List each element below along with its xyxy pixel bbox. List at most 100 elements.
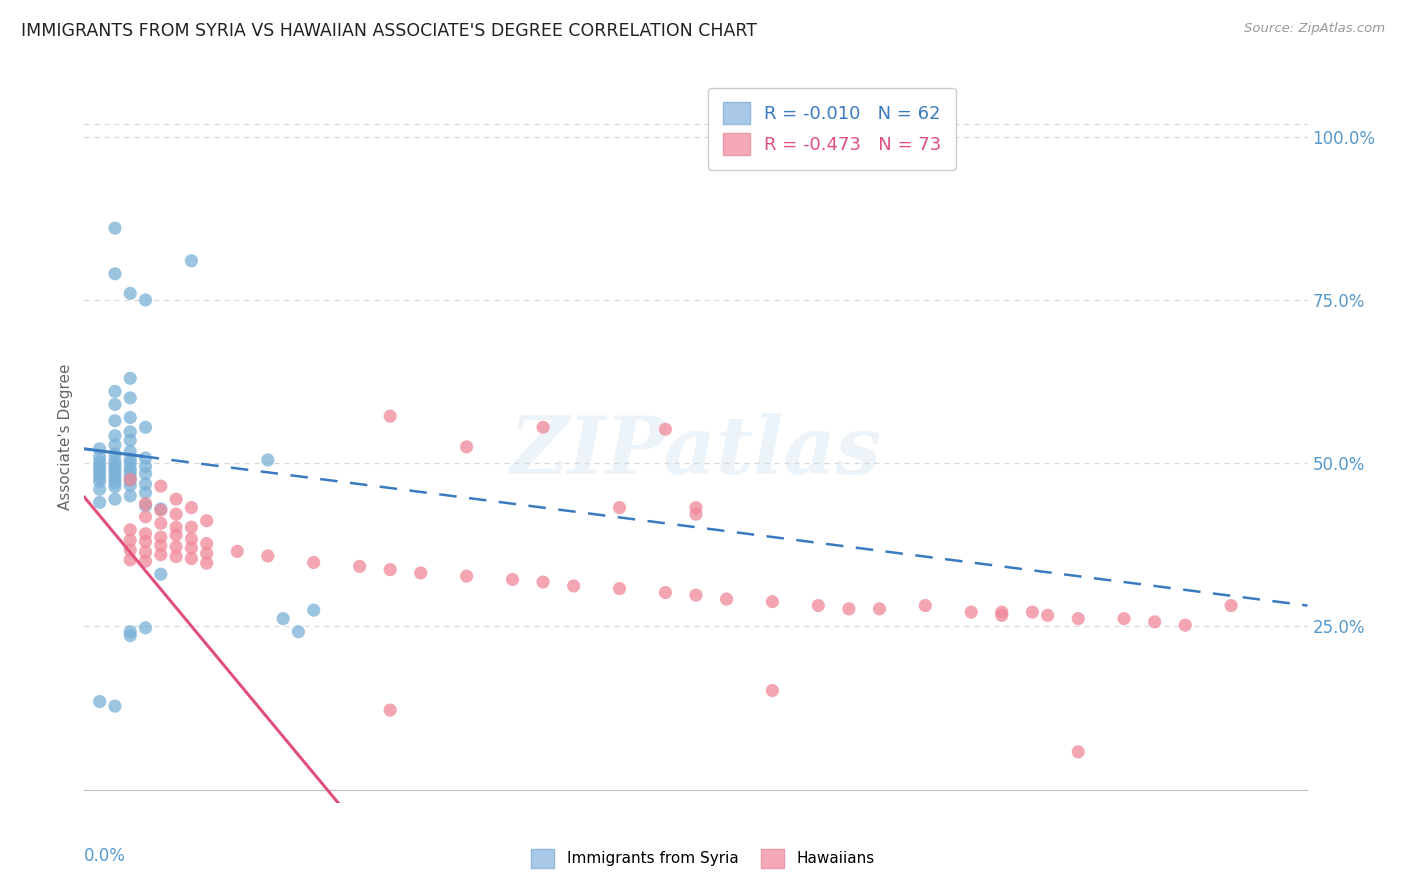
Point	[104, 453, 127, 467]
Point	[104, 458, 127, 472]
Point	[149, 479, 172, 493]
Point	[257, 549, 280, 563]
Point	[135, 293, 157, 307]
Y-axis label: Associate's Degree: Associate's Degree	[58, 364, 73, 510]
Point	[716, 592, 738, 607]
Point	[287, 624, 309, 639]
Point	[149, 516, 172, 531]
Point	[180, 551, 202, 566]
Point	[120, 543, 142, 558]
Point	[89, 483, 111, 497]
Point	[135, 545, 157, 559]
Point	[135, 450, 157, 465]
Point	[165, 507, 187, 521]
Legend: R = -0.010   N = 62, R = -0.473   N = 73: R = -0.010 N = 62, R = -0.473 N = 73	[709, 87, 956, 169]
Point	[120, 629, 142, 643]
Point	[257, 453, 280, 467]
Point	[104, 221, 127, 235]
Point	[89, 442, 111, 456]
Text: 0.0%: 0.0%	[84, 847, 127, 864]
Point	[104, 267, 127, 281]
Point	[685, 500, 707, 515]
Point	[180, 541, 202, 555]
Point	[104, 397, 127, 411]
Point	[149, 502, 172, 516]
Point	[135, 467, 157, 481]
Point	[120, 371, 142, 385]
Point	[502, 573, 524, 587]
Point	[149, 503, 172, 517]
Point	[104, 460, 127, 475]
Point	[685, 588, 707, 602]
Point	[120, 391, 142, 405]
Point	[120, 624, 142, 639]
Point	[89, 466, 111, 480]
Point	[120, 456, 142, 470]
Point	[226, 544, 249, 558]
Point	[654, 585, 676, 599]
Point	[135, 526, 157, 541]
Point	[120, 410, 142, 425]
Point	[180, 520, 202, 534]
Point	[89, 455, 111, 469]
Point	[180, 500, 202, 515]
Point	[120, 425, 142, 439]
Point	[195, 546, 218, 560]
Point	[120, 286, 142, 301]
Text: ZIPatlas: ZIPatlas	[510, 413, 882, 491]
Point	[1220, 599, 1243, 613]
Point	[991, 608, 1014, 623]
Point	[195, 536, 218, 550]
Point	[104, 464, 127, 478]
Point	[165, 528, 187, 542]
Point	[120, 444, 142, 458]
Point	[135, 499, 157, 513]
Point	[120, 469, 142, 483]
Point	[180, 253, 202, 268]
Text: Source: ZipAtlas.com: Source: ZipAtlas.com	[1244, 22, 1385, 36]
Point	[180, 532, 202, 546]
Point	[135, 621, 157, 635]
Point	[195, 514, 218, 528]
Point	[135, 485, 157, 500]
Point	[104, 475, 127, 490]
Point	[120, 452, 142, 467]
Point	[960, 605, 983, 619]
Point	[685, 507, 707, 521]
Point	[120, 523, 142, 537]
Point	[380, 409, 402, 424]
Point	[1021, 605, 1043, 619]
Point	[761, 594, 783, 608]
Point	[104, 472, 127, 486]
Point	[89, 695, 111, 709]
Point	[104, 480, 127, 494]
Point	[1036, 608, 1059, 623]
Point	[89, 463, 111, 477]
Point	[104, 699, 127, 714]
Point	[104, 384, 127, 399]
Point	[531, 575, 554, 590]
Legend: Immigrants from Syria, Hawaiians: Immigrants from Syria, Hawaiians	[526, 843, 880, 873]
Point	[302, 556, 325, 570]
Point	[838, 602, 860, 616]
Point	[456, 440, 478, 454]
Point	[135, 420, 157, 434]
Point	[89, 450, 111, 464]
Point	[104, 447, 127, 461]
Point	[104, 414, 127, 428]
Point	[149, 539, 172, 553]
Point	[135, 534, 157, 549]
Point	[89, 475, 111, 489]
Point	[120, 553, 142, 567]
Point	[1067, 745, 1090, 759]
Point	[165, 492, 187, 507]
Point	[380, 703, 402, 717]
Point	[89, 495, 111, 509]
Point	[380, 563, 402, 577]
Point	[761, 683, 783, 698]
Point	[120, 473, 142, 487]
Point	[165, 540, 187, 554]
Point	[120, 478, 142, 492]
Point	[104, 492, 127, 507]
Point	[1174, 618, 1197, 632]
